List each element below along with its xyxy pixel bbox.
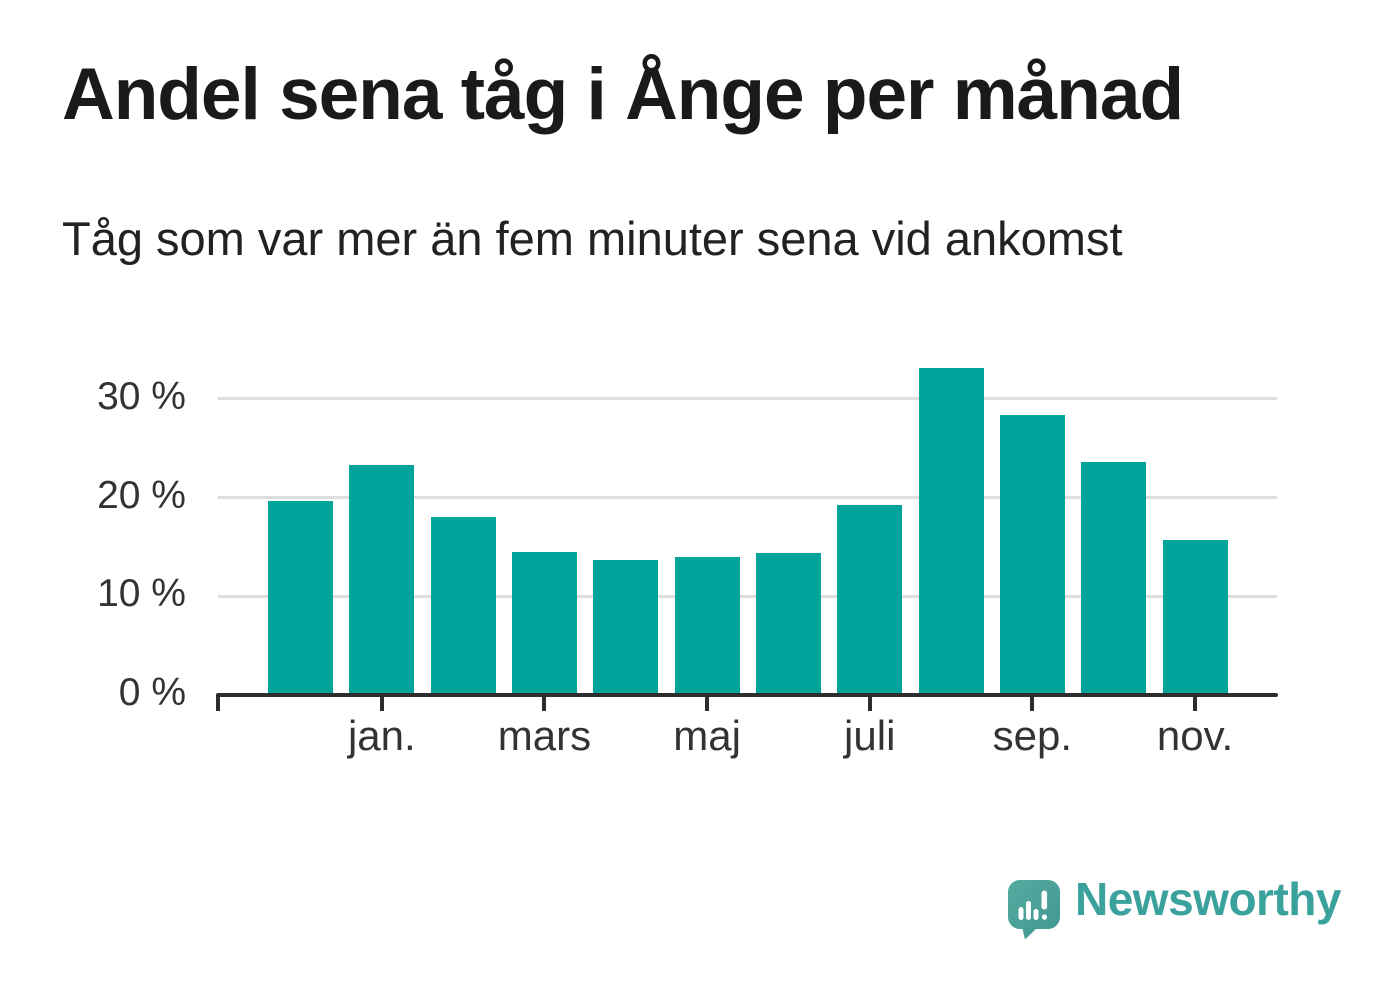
page-title: Andel sena tåg i Ånge per månad [62, 54, 1184, 135]
bar [674, 556, 740, 695]
axis-tick [542, 695, 547, 711]
axis-tick [1193, 695, 1198, 711]
axis-start-tick [216, 695, 220, 711]
axis-tick [705, 695, 710, 711]
bar [999, 414, 1065, 695]
bar [268, 500, 333, 695]
newsworthy-logo-icon [1008, 880, 1060, 940]
x-axis-label: maj [673, 712, 741, 759]
bar [1081, 462, 1147, 695]
y-axis-label: 20 % [97, 473, 186, 517]
newsworthy-logo: Newsworthy [1008, 874, 1341, 946]
bar [837, 504, 903, 695]
bar [593, 559, 659, 695]
brand-wordmark: Newsworthy [1075, 873, 1341, 925]
bar [918, 368, 984, 695]
x-axis-label: juli [844, 712, 896, 759]
x-axis-label: jan. [347, 712, 416, 759]
y-axis-label: 10 % [97, 572, 186, 616]
axis-tick [1030, 695, 1035, 711]
bar [755, 552, 821, 695]
gridline [218, 496, 1277, 500]
y-axis-label: 30 % [97, 374, 186, 418]
axis-tick [379, 695, 384, 711]
bar [511, 551, 577, 695]
x-axis-line [216, 693, 1278, 697]
gridline [218, 397, 1277, 401]
bar [349, 465, 415, 695]
y-axis-label: 0 % [118, 671, 186, 714]
page-subtitle: Tåg som var mer än fem minuter sena vid … [62, 212, 1123, 265]
x-axis-label: nov. [1156, 712, 1234, 759]
bar [430, 517, 496, 695]
x-axis-label: mars [497, 712, 592, 759]
gridline [218, 594, 1277, 598]
axis-tick [867, 695, 872, 711]
bar [1162, 540, 1228, 695]
x-axis-label: sep. [992, 712, 1073, 759]
